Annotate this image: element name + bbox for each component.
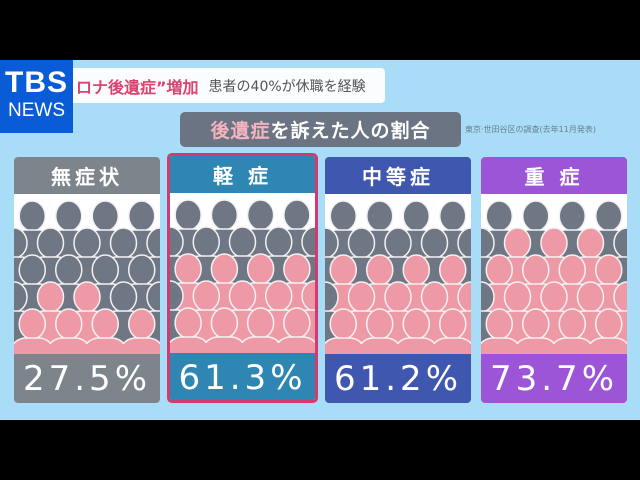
card-header: 重 症 <box>481 157 627 194</box>
card-mild: 軽 症 61.3% <box>167 153 318 403</box>
people-icon-grid <box>481 194 627 354</box>
card-value: 73.7% <box>481 354 627 403</box>
people-icon-grid <box>170 193 315 353</box>
logo-line1: TBS <box>5 66 68 99</box>
percentage-value: 61.2% <box>333 358 462 399</box>
source-note: 東京·世田谷区の調査(去年11月発表) <box>465 125 596 134</box>
percentage-value: 61.3% <box>178 357 307 398</box>
card-asymptomatic: 無症状 27.5% <box>14 157 160 403</box>
headline-banner: ロナ後遺症”増加 患者の40%が休職を経験 <box>48 68 385 103</box>
card-header: 中等症 <box>325 157 471 194</box>
card-header: 軽 症 <box>170 156 315 193</box>
people-icon-grid <box>14 194 160 354</box>
card-value: 27.5% <box>14 354 160 403</box>
card-moderate: 中等症 61.2% <box>325 157 471 403</box>
card-label: 中等症 <box>362 165 434 189</box>
card-severe: 重 症 73.7% <box>481 157 627 403</box>
card-value: 61.3% <box>170 353 315 400</box>
headline-highlight: ロナ後遺症”増加 <box>76 77 199 97</box>
card-label: 重 症 <box>524 165 584 189</box>
card-header: 無症状 <box>14 157 160 194</box>
news-graphic: TBS NEWS ロナ後遺症”増加 患者の40%が休職を経験 後遺症 を訴えた人の… <box>0 60 640 420</box>
silhouette-grid-icon <box>325 200 471 354</box>
logo-line2: NEWS <box>8 100 65 121</box>
chart-title: 後遺症 を訴えた人の割合 <box>180 112 461 147</box>
silhouette-grid-icon <box>14 200 160 354</box>
people-icon-grid <box>325 194 471 354</box>
card-label: 無症状 <box>51 165 123 189</box>
percentage-value: 73.7% <box>489 358 618 399</box>
headline-subtext: 患者の40%が休職を経験 <box>208 78 366 95</box>
percentage-value: 27.5% <box>22 358 151 399</box>
chart-title-rest: を訴えた人の割合 <box>270 120 431 142</box>
silhouette-grid-icon <box>170 199 315 353</box>
tbs-news-logo: TBS NEWS <box>0 60 73 133</box>
chart-title-highlight: 後遺症 <box>210 120 271 142</box>
silhouette-grid-icon <box>481 200 627 354</box>
card-label: 軽 症 <box>213 164 272 188</box>
card-value: 61.2% <box>325 354 471 403</box>
